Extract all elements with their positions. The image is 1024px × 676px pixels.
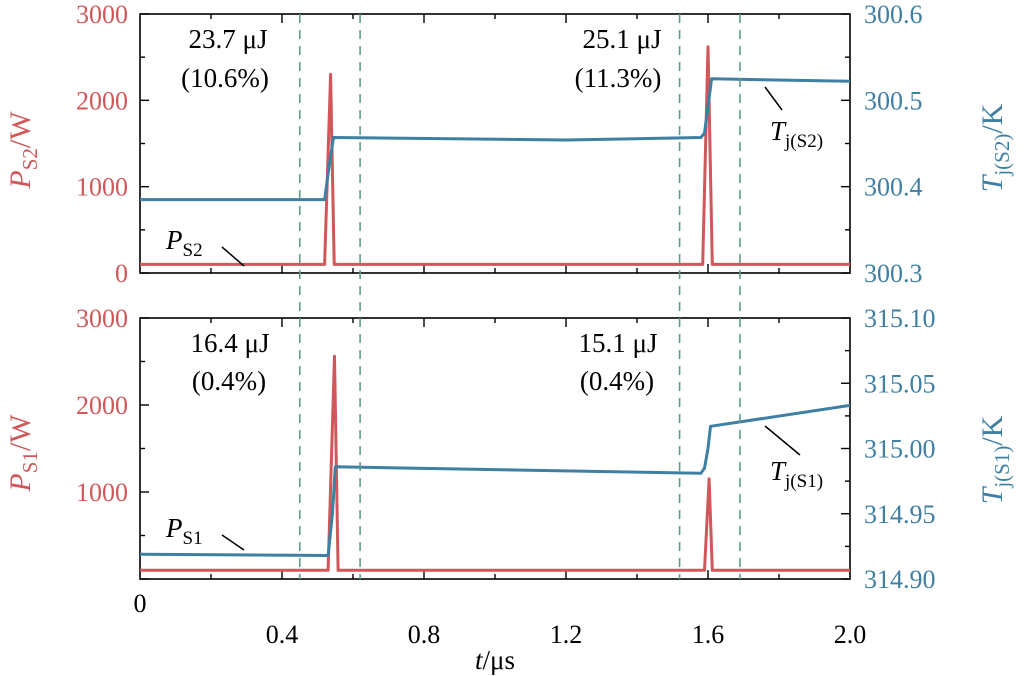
series-label-leader [221,246,245,267]
right-tick-label: 300.4 [864,173,923,202]
series-label-leader [221,534,245,551]
right-tick-label: 315.10 [864,304,936,333]
energy-annotation: 16.4 μJ [191,328,270,358]
series-label-power: PS2 [165,225,203,261]
left-tick-label: 1000 [76,478,128,507]
series-line-tjs1 [139,403,851,557]
energy-annotation: (11.3%) [575,63,662,93]
right-tick-label: 314.90 [864,565,936,594]
right-tick-label: 315.00 [864,435,936,464]
energy-annotation: (10.6%) [181,63,269,93]
left-tick-label: 2000 [76,86,128,115]
right-axis-title: Tj(S2)/K [976,103,1014,192]
energy-annotation: 15.1 μJ [579,328,658,358]
series-label-temperature: Tj(S1) [770,456,823,492]
left-axis-title: PS2/W [4,111,42,190]
energy-annotation: 23.7 μJ [189,24,268,54]
series-line-tjs2 [140,77,851,202]
x-tick-label: 0.4 [266,620,299,649]
series-label-leader [764,86,783,111]
x-tick-label: 1.6 [692,620,725,649]
left-tick-label: 3000 [76,304,128,333]
left-tick-label: 2000 [76,391,128,420]
left-tick-label: 3000 [76,0,128,29]
series-line-ps1 [140,354,850,572]
x-zero-label: 0 [134,589,147,618]
x-axis-label: t/μs [475,645,515,675]
energy-annotation: (0.4%) [580,366,654,396]
right-tick-label: 315.05 [864,369,936,398]
series-label-leader [764,425,801,456]
right-tick-label: 300.6 [864,0,923,29]
left-tick-label: 1000 [76,173,128,202]
energy-annotation: (0.4%) [192,366,266,396]
right-tick-label: 300.5 [864,86,923,115]
x-tick-label: 0.8 [408,620,441,649]
energy-annotation: 25.1 μJ [583,24,662,54]
series-label-power: PS1 [165,513,203,549]
x-tick-label: 2.0 [834,620,867,649]
right-tick-label: 300.3 [864,259,923,288]
left-tick-label: 0 [115,259,128,288]
series-label-temperature: Tj(S2) [770,116,823,152]
x-tick-label: 1.2 [550,620,583,649]
left-axis-title: PS1/W [4,414,42,493]
right-tick-label: 314.95 [864,500,936,529]
right-axis-title: Tj(S1)/K [976,415,1014,504]
